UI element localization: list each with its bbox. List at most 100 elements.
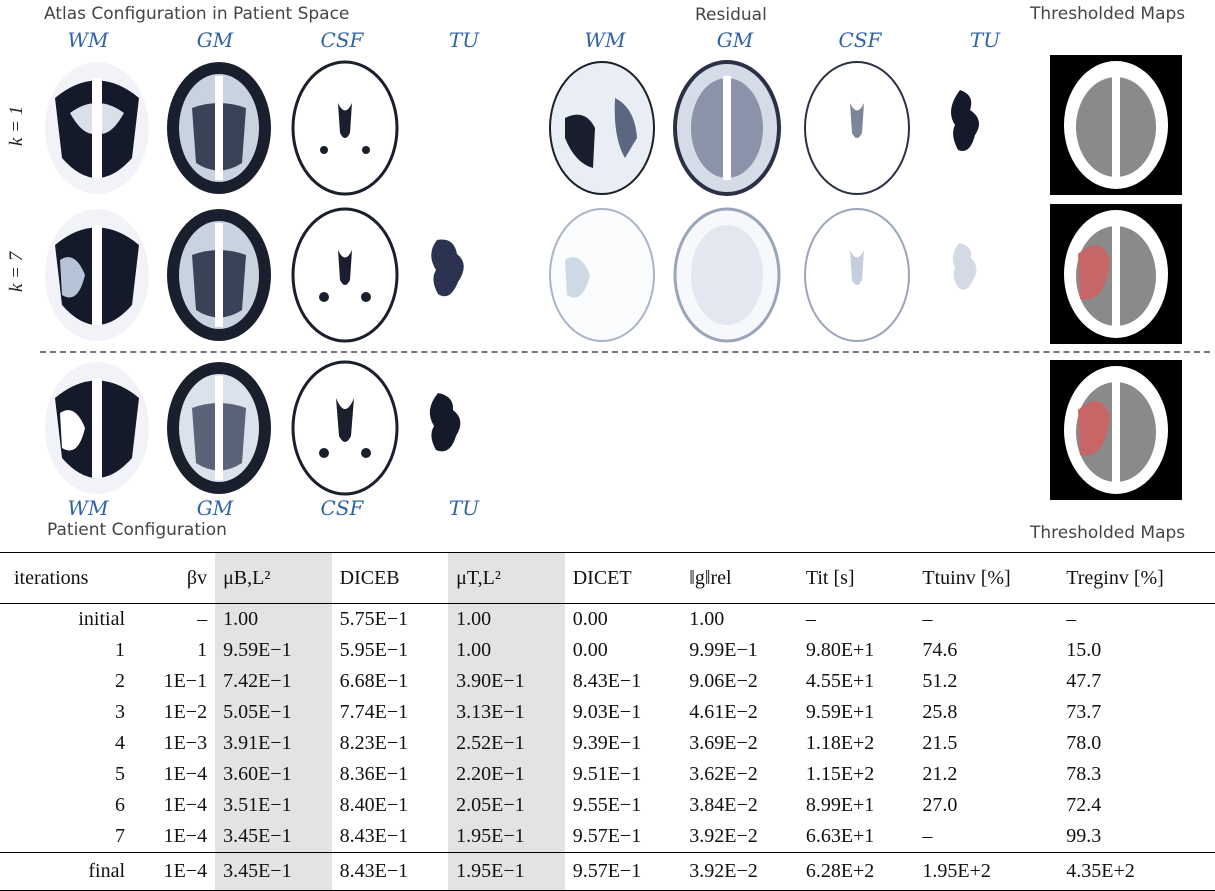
cell: 9.99E−1 bbox=[689, 639, 758, 661]
cell: 1E−2 bbox=[163, 701, 208, 723]
cell: 9.55E−1 bbox=[572, 794, 642, 816]
col-label-wm-patient: WM bbox=[67, 496, 109, 520]
cell: 9.57E−1 bbox=[564, 852, 682, 891]
cell: 78.3 bbox=[1066, 763, 1102, 785]
thresholded-map-k1 bbox=[1050, 55, 1182, 195]
residual-image-tu-k7 bbox=[952, 243, 977, 290]
cell: 3 bbox=[115, 701, 126, 723]
cell: 1.95E+2 bbox=[914, 852, 1059, 891]
cell: 25.8 bbox=[922, 701, 958, 723]
brain-image-csf-k7 bbox=[291, 207, 399, 343]
row-label-k7: k = 7 bbox=[6, 251, 27, 292]
header-t-tu-inv: Ttuinv [%] bbox=[914, 552, 1059, 604]
section-divider bbox=[40, 351, 1210, 353]
cell: – bbox=[197, 608, 208, 630]
cell: 4.35E+2 bbox=[1058, 852, 1215, 891]
cell: – bbox=[805, 608, 816, 630]
cell: 9.03E−1 bbox=[572, 701, 642, 723]
cell: 1.15E+2 bbox=[805, 763, 875, 785]
cell: 3.92E−2 bbox=[681, 852, 798, 891]
cell: 1.00 bbox=[448, 635, 565, 666]
table-row: 1 1 9.59E−1 5.95E−1 1.00 0.00 9.99E−1 9.… bbox=[0, 635, 1215, 666]
col-label-tu-residual: TU bbox=[969, 28, 1001, 52]
cell: – bbox=[1066, 608, 1077, 630]
cell: 9.59E−1 bbox=[215, 635, 332, 666]
col-label-csf-residual: CSF bbox=[838, 28, 882, 52]
cell: 4.55E+1 bbox=[805, 670, 875, 692]
col-label-gm-residual: GM bbox=[716, 28, 754, 52]
cell: 5.95E−1 bbox=[339, 639, 409, 661]
cell: 51.2 bbox=[922, 670, 958, 692]
header-beta-v: βv bbox=[133, 552, 216, 604]
cell: 3.90E−1 bbox=[448, 666, 565, 697]
cell: 3.13E−1 bbox=[448, 697, 565, 728]
thresholded-maps-title-bottom: Thresholded Maps bbox=[1030, 523, 1186, 543]
cell: 99.3 bbox=[1066, 825, 1102, 847]
residual-title: Residual bbox=[695, 5, 767, 25]
cell: 1E−3 bbox=[163, 732, 208, 754]
header-t-reg-inv: Treginv [%] bbox=[1058, 552, 1215, 604]
table-row: 4 1E−3 3.91E−1 8.23E−1 2.52E−1 9.39E−1 3… bbox=[0, 728, 1215, 759]
thresholded-map-patient bbox=[1050, 360, 1182, 500]
cell: 8.43E−1 bbox=[331, 852, 449, 891]
col-label-gm-patient: GM bbox=[196, 496, 234, 520]
cell: 4 bbox=[115, 732, 126, 754]
cell: 74.6 bbox=[922, 639, 958, 661]
cell: 1E−4 bbox=[163, 794, 208, 816]
col-label-tu-atlas: TU bbox=[448, 28, 480, 52]
cell: 8.99E+1 bbox=[805, 794, 875, 816]
residual-image-wm-k7 bbox=[549, 208, 655, 342]
cell: 3.45E−1 bbox=[215, 852, 332, 891]
brain-image-gm-k7 bbox=[167, 209, 271, 341]
cell: 1.00 bbox=[448, 603, 565, 635]
cell: 1.00 bbox=[689, 608, 725, 630]
cell: 7.74E−1 bbox=[339, 701, 409, 723]
cell: 3.91E−1 bbox=[215, 728, 332, 759]
residual-image-csf-k7 bbox=[804, 208, 910, 342]
cell: 8.23E−1 bbox=[339, 732, 409, 754]
cell: 47.7 bbox=[1066, 670, 1102, 692]
cell: 1 bbox=[197, 639, 208, 661]
col-label-csf-patient: CSF bbox=[320, 496, 364, 520]
table-row: 3 1E−2 5.05E−1 7.74E−1 3.13E−1 9.03E−1 4… bbox=[0, 697, 1215, 728]
brain-image-wm-k7 bbox=[45, 209, 149, 341]
header-dice-b: DICEB bbox=[331, 552, 449, 604]
cell: 3.62E−2 bbox=[689, 763, 758, 785]
cell: 3.51E−1 bbox=[215, 790, 332, 821]
col-label-wm-atlas: WM bbox=[67, 28, 109, 52]
cell: 3.60E−1 bbox=[215, 759, 332, 790]
patient-config-title: Patient Configuration bbox=[47, 520, 227, 540]
header-iterations: iterations bbox=[0, 552, 134, 604]
cell: 0.00 bbox=[572, 608, 608, 630]
cell: – bbox=[922, 825, 933, 847]
cell: 9.80E+1 bbox=[805, 639, 875, 661]
table-row: 7 1E−4 3.45E−1 8.43E−1 1.95E−1 9.57E−1 3… bbox=[0, 821, 1215, 853]
cell: 1E−4 bbox=[133, 852, 216, 891]
header-t-it: Tit [s] bbox=[797, 552, 915, 604]
cell: 72.4 bbox=[1066, 794, 1102, 816]
cell: – bbox=[922, 608, 933, 630]
header-mu-b: μB,L² bbox=[215, 552, 332, 604]
cell: 3.45E−1 bbox=[215, 821, 332, 853]
residual-image-tu-k1 bbox=[951, 90, 979, 151]
cell: 8.43E−1 bbox=[339, 825, 409, 847]
cell: 2.20E−1 bbox=[448, 759, 565, 790]
row-label-k1: k = 1 bbox=[6, 105, 27, 146]
cell: 2 bbox=[115, 670, 126, 692]
cell: 7.42E−1 bbox=[215, 666, 332, 697]
table-row-final: final 1E−4 3.45E−1 8.43E−1 1.95E−1 9.57E… bbox=[0, 852, 1215, 891]
cell: 9.06E−2 bbox=[689, 670, 758, 692]
cell: 3.69E−2 bbox=[689, 732, 758, 754]
residual-image-gm-k7 bbox=[673, 207, 781, 343]
cell: 5.05E−1 bbox=[215, 697, 332, 728]
cell: 9.59E+1 bbox=[805, 701, 875, 723]
cell: 6.63E+1 bbox=[805, 825, 875, 847]
table-row: 2 1E−1 7.42E−1 6.68E−1 3.90E−1 8.43E−1 9… bbox=[0, 666, 1215, 697]
table-header-row: iterations βv μB,L² DICEB μT,L² DICET ‖g… bbox=[0, 552, 1215, 604]
cell: 1.95E−1 bbox=[448, 852, 565, 891]
cell: final bbox=[0, 852, 134, 891]
cell: 1.00 bbox=[215, 603, 332, 635]
cell: 9.57E−1 bbox=[572, 825, 642, 847]
thresholded-map-k7 bbox=[1050, 204, 1182, 344]
table-row: initial – 1.00 5.75E−1 1.00 0.00 1.00 – … bbox=[0, 603, 1215, 635]
